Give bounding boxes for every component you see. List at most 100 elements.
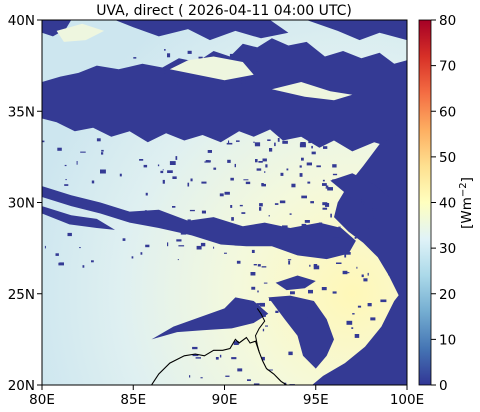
cloud-speck bbox=[175, 156, 178, 160]
cloud-speck bbox=[167, 53, 171, 58]
cloud-speck bbox=[373, 215, 376, 220]
cloud-speck bbox=[133, 214, 137, 216]
cloud-speck bbox=[234, 163, 236, 168]
cloud-speck bbox=[282, 310, 288, 314]
cloud-speck bbox=[213, 246, 215, 249]
cloud-speck bbox=[325, 187, 330, 189]
cloud-speck bbox=[275, 310, 279, 313]
cloud-speck bbox=[230, 205, 233, 208]
cloud-speck bbox=[310, 201, 314, 204]
cloud-speck bbox=[322, 202, 328, 206]
cloud-speck bbox=[231, 357, 237, 360]
cloud-speck bbox=[178, 245, 185, 247]
y-tick-label: 30N bbox=[8, 196, 35, 212]
cloud-region bbox=[42, 206, 115, 230]
cloud-speck bbox=[236, 260, 241, 264]
cloud-speck bbox=[267, 369, 273, 371]
cloud-speck bbox=[215, 357, 219, 360]
cloud-speck bbox=[316, 165, 321, 168]
cloud-speck bbox=[301, 195, 307, 199]
cloud-speck bbox=[258, 161, 263, 163]
cloud-speck bbox=[313, 264, 318, 267]
cloud-speck bbox=[323, 236, 328, 238]
cloud-speck bbox=[325, 203, 330, 207]
cloud-speck bbox=[269, 298, 274, 301]
cloud-speck bbox=[307, 181, 311, 184]
cloud-speck bbox=[353, 216, 360, 219]
cloud-speck bbox=[139, 159, 144, 161]
cloud-speck bbox=[272, 82, 274, 87]
cloud-speck bbox=[371, 189, 375, 194]
cloud-region bbox=[42, 38, 407, 152]
cloud-speck bbox=[247, 239, 249, 242]
cloud-speck bbox=[369, 213, 375, 217]
cloud-speck bbox=[250, 272, 256, 276]
colorbar-tick-label: 0 bbox=[439, 378, 448, 394]
cloud-speck bbox=[342, 270, 348, 275]
cloud-speck bbox=[259, 207, 262, 211]
cloud-speck bbox=[200, 377, 203, 379]
cloud-speck bbox=[346, 320, 353, 325]
cloud-speck bbox=[101, 152, 104, 155]
cloud-speck bbox=[160, 170, 164, 174]
cloud-speck bbox=[122, 238, 126, 241]
cloud-speck bbox=[353, 212, 355, 217]
cloud-speck bbox=[251, 286, 256, 290]
cloud-speck bbox=[323, 146, 328, 149]
cloud-speck bbox=[79, 247, 81, 249]
cloud-speck bbox=[370, 317, 376, 321]
cloud-speck bbox=[101, 149, 104, 152]
colorbar-tick-label: 40 bbox=[439, 196, 456, 212]
cloud-speck bbox=[286, 168, 289, 171]
cloud-speck bbox=[164, 49, 166, 51]
cloud-speck bbox=[308, 141, 312, 144]
cloud-speck bbox=[198, 56, 203, 59]
cloud-speck bbox=[291, 183, 296, 188]
cloud-speck bbox=[299, 173, 303, 177]
cloud-speck bbox=[265, 325, 268, 327]
cloud-region bbox=[330, 173, 389, 205]
x-axis: 80E 85E 90E 95E 100E bbox=[29, 385, 424, 408]
cloud-speck bbox=[321, 287, 327, 291]
cloud-speck bbox=[319, 222, 323, 226]
cloud-speck bbox=[163, 70, 166, 74]
cloud-speck bbox=[306, 316, 308, 318]
cloud-speck bbox=[354, 334, 360, 338]
cloud-speck bbox=[133, 57, 137, 59]
map-plot-area bbox=[42, 20, 407, 385]
cloud-speck bbox=[404, 282, 407, 286]
cloud-speck bbox=[303, 302, 307, 303]
cloud-speck bbox=[267, 139, 271, 141]
cloud-speck bbox=[148, 218, 150, 222]
colorbar-tick-label: 10 bbox=[439, 332, 456, 348]
cloud-speck bbox=[100, 169, 106, 174]
cloud-speck bbox=[187, 219, 191, 223]
cloud-speck bbox=[358, 201, 364, 205]
cloud-speck bbox=[344, 176, 349, 180]
cloud-speck bbox=[145, 244, 150, 248]
cloud-speck bbox=[145, 192, 148, 196]
cloud-speck bbox=[64, 184, 69, 186]
cloud-region bbox=[275, 275, 316, 291]
cloud-speck bbox=[226, 142, 233, 145]
cloud-speck bbox=[363, 278, 368, 282]
x-tick-label: 100E bbox=[390, 392, 424, 408]
border-path bbox=[254, 308, 266, 353]
cloud-speck bbox=[253, 383, 260, 385]
colorbar-ticks: 0 10 20 30 40 50 60 70 80 bbox=[431, 13, 456, 394]
cloud-speck bbox=[167, 242, 169, 247]
cloud-region bbox=[268, 295, 334, 369]
colorbar-tick-label: 80 bbox=[439, 13, 456, 29]
cloud-speck bbox=[42, 140, 45, 143]
cloud-speck bbox=[180, 231, 187, 235]
cloud-speck bbox=[288, 260, 291, 265]
cloud-speck bbox=[367, 272, 369, 276]
cloud-speck bbox=[280, 172, 284, 176]
cloud-speck bbox=[290, 291, 295, 295]
cloud-speck bbox=[345, 252, 351, 255]
x-tick-label: 90E bbox=[212, 392, 238, 408]
cloud-speck bbox=[195, 357, 201, 359]
cloud-speck bbox=[59, 262, 64, 266]
cloud-speck bbox=[354, 237, 357, 239]
cloud-speck bbox=[172, 206, 176, 208]
